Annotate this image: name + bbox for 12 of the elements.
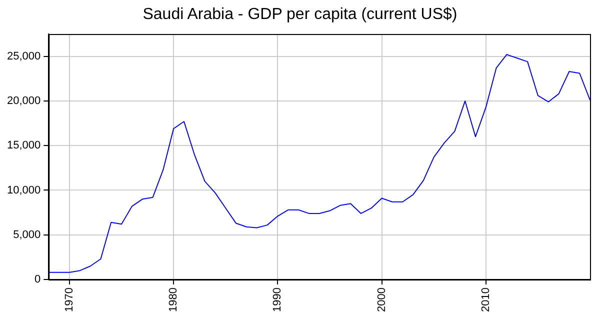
x-tick-label: 2000 bbox=[376, 288, 388, 312]
y-tick-label: 15,000 bbox=[6, 140, 41, 152]
x-tick-label: 1970 bbox=[63, 288, 76, 312]
y-tick-label: 10,000 bbox=[6, 184, 41, 196]
x-tick-label: 2010 bbox=[480, 288, 492, 312]
y-tick-label: 25,000 bbox=[6, 50, 41, 62]
y-tick-label: 20,000 bbox=[6, 94, 41, 107]
y-tick-label: 0 bbox=[34, 274, 41, 286]
y-tick-label: 5,000 bbox=[13, 228, 41, 241]
x-tick-label: 1990 bbox=[272, 288, 284, 312]
chart-title: Saudi Arabia - GDP per capita (current US$) bbox=[142, 6, 458, 24]
x-tick-label: 1980 bbox=[168, 288, 180, 312]
